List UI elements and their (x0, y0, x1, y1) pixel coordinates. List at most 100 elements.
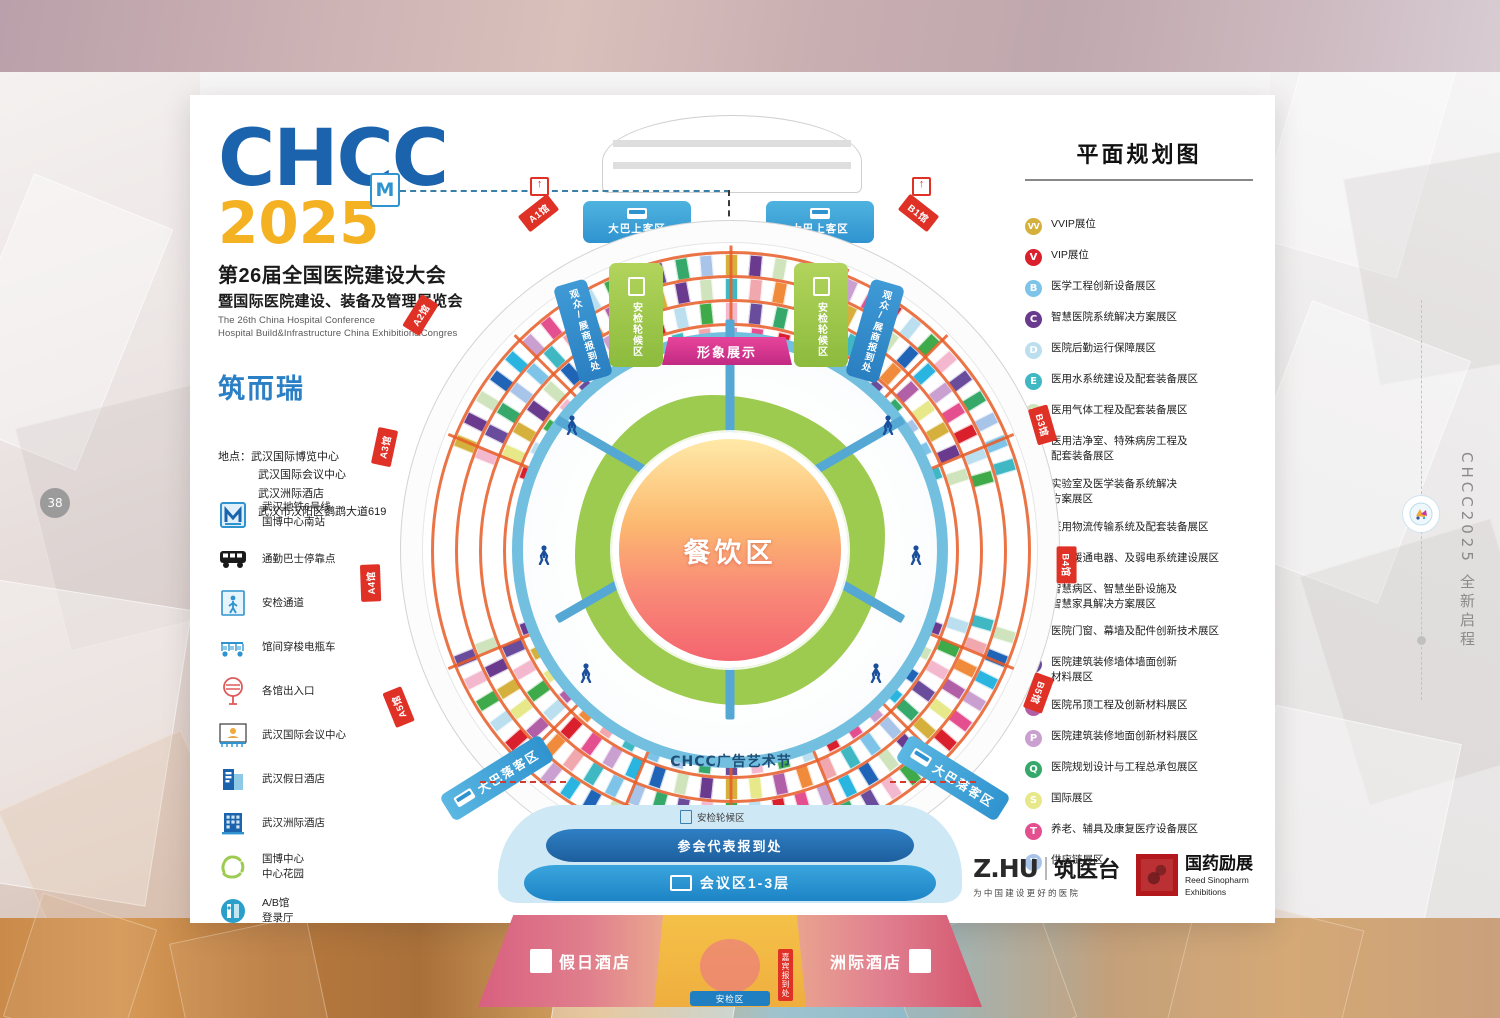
floor-plan-map[interactable]: M 大巴上客区 大巴上客区 餐饮区 形象展示 CHCC广告艺术节 安检轮候区 (359, 115, 1090, 1007)
reed-sinopharm-logo: 国药励展 Reed Sinopharm Exhibitions (1136, 854, 1253, 898)
legend-item-hall-entrance[interactable]: 各馆出入口 (218, 676, 468, 706)
booth-cell[interactable] (992, 625, 1017, 645)
booth-cell[interactable] (559, 775, 583, 801)
reed-cn-text: 国药励展 (1185, 853, 1253, 873)
booth-cell[interactable] (961, 689, 988, 713)
metro-station-marker[interactable]: M (370, 173, 400, 207)
conference-title-cn: 第26届全国医院建设大会 (218, 264, 447, 287)
booth-cell[interactable] (924, 420, 950, 444)
security-queue-left[interactable]: 安检轮候区 (609, 263, 663, 367)
zone-legend-item-y[interactable]: Y 供应链展区 (1025, 853, 1253, 872)
dining-area-label: 餐饮区 (683, 537, 777, 568)
booth-cell[interactable] (672, 306, 691, 331)
booth-cell[interactable] (674, 257, 691, 282)
booth-cell[interactable] (674, 281, 692, 306)
legend-item-registration-hall[interactable]: A/B馆 登录厅 (218, 896, 468, 926)
booth-cell[interactable] (462, 668, 489, 691)
booth-cell[interactable] (970, 613, 996, 632)
booth-cell[interactable] (512, 658, 538, 682)
bus-icon (909, 747, 933, 767)
zone-label-k: 医院暖通电器、及弱电系统建设展区 (1051, 551, 1219, 564)
booth-cell[interactable] (483, 657, 510, 679)
legend-label-registration-hall: A/B馆 登录厅 (262, 897, 294, 924)
booth-cell[interactable] (748, 776, 764, 800)
booth-cell[interactable] (474, 389, 501, 413)
booth-cell[interactable] (940, 401, 967, 425)
legend-item-conference-center[interactable]: 武汉国际会议中心 (218, 720, 468, 750)
legend-label-conference-center: 武汉国际会议中心 (262, 728, 346, 741)
logo-divider (1044, 856, 1047, 880)
booth-cell[interactable] (910, 399, 937, 423)
booth-cell[interactable] (539, 315, 564, 342)
booth-cell[interactable] (992, 457, 1017, 477)
legend-item-shuttle-cart[interactable]: 馆间穿梭电瓶车 (218, 632, 468, 662)
page-number-badge: 38 (40, 488, 70, 518)
legend-item-bus-stop[interactable]: 通勤巴士停靠点 (218, 544, 468, 574)
legend-item-security-gate[interactable]: 安检通道 (218, 588, 468, 618)
hall-tag-b4[interactable]: B4馆 (1056, 546, 1077, 584)
booth-cell[interactable] (474, 689, 501, 713)
zone-label-b: 医学工程创新设备展区 (1051, 280, 1156, 292)
booth-cell[interactable] (525, 679, 552, 703)
booth-cell[interactable] (944, 467, 970, 488)
booth-cell[interactable] (603, 772, 625, 799)
booth-cell[interactable] (948, 709, 974, 733)
booth-cell[interactable] (698, 776, 714, 800)
image-display-banner[interactable]: 形象展示 (662, 337, 792, 365)
zone-legend-panel: 平面规划图 VV VVIP展位 V VIP展位 B 医学工程创新设备展区 C 智慧医院系统解决… (1025, 137, 1253, 884)
booth-cell[interactable] (910, 679, 937, 703)
booth-cell[interactable] (973, 668, 1000, 691)
booth-cell[interactable] (770, 281, 788, 306)
booth-cell[interactable] (747, 278, 763, 302)
security-waiting-label: 安检轮候区 (697, 813, 745, 824)
legend-item-garden[interactable]: 国博中心 中心花园 (218, 852, 468, 882)
zhu-slogan: 为中国建设更好的医院 (973, 888, 1081, 898)
conference-block[interactable]: 安检轮候区 参会代表报到处 会议区1-3层 (498, 805, 962, 915)
hall-tag-a4[interactable]: A4馆 (359, 564, 382, 602)
hall-tag-a2[interactable]: A2馆 (402, 293, 439, 337)
booth-cell[interactable] (512, 420, 538, 444)
hall-tag-a1[interactable]: A1馆 (517, 193, 560, 233)
delegate-registration-bar[interactable]: 参会代表报到处 (546, 829, 914, 862)
booth-cell[interactable] (699, 254, 715, 278)
hotels-block[interactable]: 假日酒店 洲际酒店 安检区 嘉宾报到处 (478, 915, 982, 1007)
security-gate-icon (812, 277, 830, 296)
booth-cell[interactable] (944, 614, 970, 635)
booth-cell[interactable] (747, 254, 763, 278)
booth-cell[interactable] (698, 302, 714, 326)
holiday-inn-group[interactable]: 假日酒店 (530, 949, 631, 973)
booth-cell[interactable] (970, 470, 996, 489)
legend-item-metro[interactable]: 武汉地铁6号线 国博中心南站 (218, 500, 468, 530)
legend-item-intercontinental[interactable]: 武汉洲际酒店 (218, 808, 468, 838)
booth-cell[interactable] (771, 257, 788, 282)
booth-cell[interactable] (672, 771, 691, 796)
legend-item-holiday-inn[interactable]: 武汉假日酒店 (218, 764, 468, 794)
pedestrian-icon-2 (538, 545, 550, 566)
hall-tag-b1[interactable]: B1馆 (897, 193, 940, 233)
security-queue-right[interactable]: 安检轮候区 (794, 263, 848, 367)
booth-cell[interactable] (771, 771, 790, 796)
booth-cell[interactable] (952, 423, 979, 445)
hall-entrance-icon (218, 676, 248, 706)
booth-cell[interactable] (952, 657, 979, 679)
conference-area-bar[interactable]: 会议区1-3层 (524, 865, 936, 901)
hall-tag-a3[interactable]: A3馆 (370, 426, 399, 468)
intercontinental-group[interactable]: 洲际酒店 (830, 949, 932, 973)
booth-cell[interactable] (462, 411, 489, 433)
guest-registration-chip[interactable]: 嘉宾报到处 (778, 949, 793, 1001)
booth-cell[interactable] (933, 727, 959, 753)
booth-cell[interactable] (509, 697, 535, 721)
hall-tag-a5[interactable]: A5馆 (382, 686, 415, 728)
booth-cell[interactable] (961, 389, 988, 413)
booth-cell[interactable] (699, 278, 715, 302)
booth-cell[interactable] (973, 411, 1000, 433)
booth-cell[interactable] (898, 315, 923, 342)
booth-cell[interactable] (879, 775, 903, 801)
hotel-security-chip[interactable]: 安检区 (690, 991, 770, 1006)
dining-area[interactable]: 餐饮区 (612, 432, 848, 668)
zone-legend-item-vv[interactable]: VV VVIP展位 (1025, 217, 1253, 235)
booth-cell[interactable] (483, 423, 510, 445)
booth-cell[interactable] (748, 302, 764, 326)
booth-cell[interactable] (837, 772, 859, 799)
booth-cell[interactable] (771, 306, 790, 331)
